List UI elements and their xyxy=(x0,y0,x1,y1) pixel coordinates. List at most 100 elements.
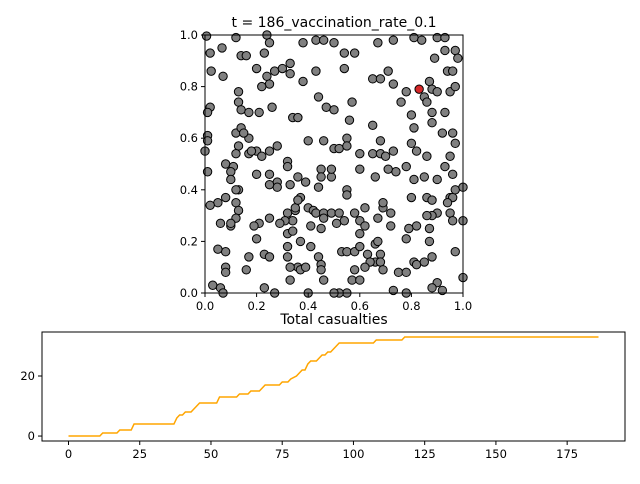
healthy-point xyxy=(422,97,432,107)
healthy-point xyxy=(404,223,414,234)
healthy-point xyxy=(447,128,458,138)
healthy-point xyxy=(401,267,411,278)
casualties-y-tick-label: 0 xyxy=(28,429,35,443)
healthy-point xyxy=(342,190,352,200)
casualties-x-tick-label: 100 xyxy=(342,447,364,461)
healthy-point xyxy=(254,107,264,118)
healthy-point xyxy=(251,63,262,74)
healthy-point xyxy=(293,172,303,182)
healthy-point xyxy=(355,241,365,252)
healthy-point xyxy=(318,35,329,45)
healthy-point xyxy=(375,257,386,267)
healthy-point xyxy=(391,167,401,177)
healthy-point xyxy=(339,48,350,58)
healthy-point xyxy=(427,195,437,205)
healthy-point xyxy=(269,66,280,76)
healthy-point xyxy=(411,221,422,231)
healthy-point xyxy=(298,38,308,48)
healthy-point xyxy=(445,151,455,161)
casualties-y-tick-label: 20 xyxy=(20,369,35,383)
healthy-point xyxy=(313,252,324,262)
healthy-point xyxy=(226,218,236,229)
healthy-point xyxy=(272,182,282,192)
scatter-y-tick-label: 0.6 xyxy=(180,131,198,145)
healthy-point xyxy=(285,179,295,190)
healthy-point xyxy=(288,216,298,226)
healthy-point xyxy=(329,105,339,115)
healthy-point xyxy=(355,275,365,285)
healthy-point xyxy=(378,198,388,208)
healthy-point xyxy=(386,208,396,218)
healthy-point xyxy=(300,177,311,187)
healthy-point xyxy=(393,267,404,278)
scatter-y-tick-label: 0.0 xyxy=(180,286,198,300)
casualties-title: Total casualties xyxy=(279,312,387,328)
healthy-point xyxy=(347,275,357,285)
healthy-point xyxy=(347,97,357,107)
healthy-point xyxy=(233,87,244,97)
healthy-point xyxy=(432,87,442,97)
healthy-point xyxy=(344,115,355,125)
healthy-point xyxy=(406,110,417,120)
healthy-point xyxy=(427,107,437,118)
healthy-point xyxy=(368,120,378,131)
healthy-point xyxy=(378,265,388,275)
healthy-point xyxy=(264,146,275,156)
healthy-point xyxy=(288,226,298,236)
casualties-x-tick-label: 50 xyxy=(204,447,219,461)
healthy-point xyxy=(396,97,406,107)
healthy-point xyxy=(318,213,329,223)
healthy-point xyxy=(257,151,267,161)
healthy-point xyxy=(424,223,435,234)
healthy-point xyxy=(401,87,411,97)
healthy-point xyxy=(360,262,370,272)
healthy-point xyxy=(373,213,383,223)
scatter-chart: t = 186_vaccination_rate_0.1 0.0 0.2 0.4 0.… xyxy=(180,15,472,313)
scatter-points xyxy=(200,30,468,298)
healthy-point xyxy=(349,48,360,58)
healthy-point xyxy=(241,265,251,275)
casualties-chart: Total casualties 0 25 50 75 100 125 150 175 0 20 xyxy=(20,312,626,461)
healthy-point xyxy=(411,146,422,156)
healthy-point xyxy=(236,105,246,115)
healthy-point xyxy=(422,210,432,221)
healthy-point xyxy=(427,283,437,293)
healthy-point xyxy=(424,76,435,87)
healthy-point xyxy=(326,164,337,174)
healthy-point xyxy=(440,45,450,56)
healthy-point xyxy=(259,48,270,58)
healthy-point xyxy=(264,169,275,180)
healthy-point xyxy=(440,161,450,172)
healthy-point xyxy=(205,48,215,58)
healthy-point xyxy=(293,112,303,123)
healthy-point xyxy=(355,164,365,174)
healthy-point xyxy=(375,249,386,260)
healthy-point xyxy=(375,74,386,84)
casualties-x-tick-label: 125 xyxy=(414,447,436,461)
healthy-point xyxy=(334,208,344,218)
healthy-point xyxy=(239,128,249,138)
casualties-x-tick-label: 25 xyxy=(132,447,147,461)
healthy-point xyxy=(257,81,267,92)
healthy-point xyxy=(419,172,429,182)
healthy-point xyxy=(303,136,313,146)
healthy-point xyxy=(272,141,282,151)
healthy-point xyxy=(313,92,324,102)
healthy-point xyxy=(342,141,352,151)
healthy-point xyxy=(285,69,295,79)
healthy-point xyxy=(264,79,275,89)
scatter-y-tick-label: 0.4 xyxy=(180,183,198,197)
healthy-point xyxy=(316,172,326,182)
healthy-point xyxy=(277,63,288,74)
healthy-point xyxy=(373,236,383,247)
healthy-point xyxy=(447,169,458,180)
healthy-point xyxy=(201,31,212,41)
healthy-point xyxy=(318,275,329,285)
healthy-point xyxy=(246,146,257,156)
healthy-point xyxy=(326,172,337,182)
healthy-point xyxy=(383,164,393,174)
scatter-axes: 0.0 0.2 0.4 0.6 0.8 1.0 0.0 0.2 0.4 0.6 0.8 1.0 xyxy=(180,28,472,313)
healthy-point xyxy=(339,63,350,74)
healthy-point xyxy=(213,198,223,208)
